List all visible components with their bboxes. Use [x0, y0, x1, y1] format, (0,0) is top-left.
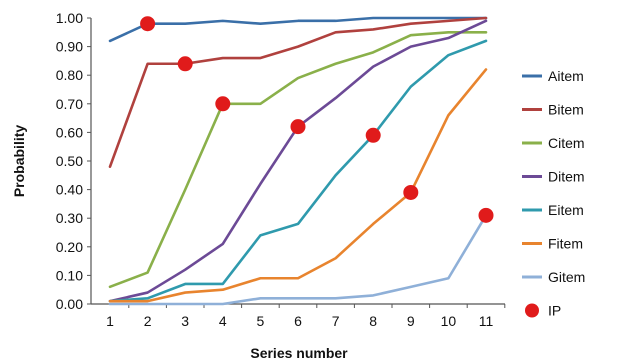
- legend: Aitem Bitem Citem Ditem Eitem Fitem Gitem IP: [522, 68, 585, 319]
- legend-label-ditem: Ditem: [548, 169, 585, 185]
- legend-label-eitem: Eitem: [548, 202, 584, 218]
- x-tick-label: 2: [144, 313, 152, 329]
- series-line-aitem: [108, 16, 488, 43]
- y-tick-label: 0.80: [56, 67, 83, 83]
- x-tick-label: 7: [332, 313, 340, 329]
- series-line-citem: [108, 30, 488, 289]
- legend-label-ip: IP: [548, 303, 561, 319]
- ip-point: [403, 184, 419, 200]
- x-tick-label: 9: [407, 313, 415, 329]
- x-tick-label: 4: [219, 313, 227, 329]
- legend-swatch-ip: [525, 303, 539, 318]
- x-tick-label: 5: [257, 313, 265, 329]
- ip-point: [478, 207, 494, 223]
- y-tick-label: 0.90: [56, 39, 83, 55]
- legend-label-fitem: Fitem: [548, 236, 583, 252]
- x-tick-label: 1: [106, 313, 114, 329]
- y-tick-label: 0.40: [56, 182, 83, 198]
- y-axis-title: Probability: [11, 125, 27, 198]
- legend-label-bitem: Bitem: [548, 102, 584, 118]
- legend-label-aitem: Aitem: [548, 68, 584, 84]
- legend-label-gitem: Gitem: [548, 269, 585, 285]
- y-tick-label: 0.50: [56, 153, 83, 169]
- legend-label-citem: Citem: [548, 135, 585, 151]
- plot-area: 0.00 0.10 0.20 0.30 0.40 0.50 0.60 0.70 0.80 0.90…: [56, 10, 506, 329]
- x-tick-label: 6: [294, 313, 302, 329]
- ip-point: [140, 16, 156, 32]
- ip-point: [177, 56, 193, 72]
- x-axis-title: Series number: [250, 345, 348, 361]
- y-tick-label: 0.30: [56, 210, 83, 226]
- y-tick-label: 0.20: [56, 239, 83, 255]
- ip-point: [290, 119, 306, 135]
- ip-point: [215, 96, 231, 112]
- x-tick-label: 11: [479, 313, 494, 329]
- series-line-eitem: [108, 39, 488, 303]
- x-tick-label: 3: [181, 313, 189, 329]
- x-tick-label: 8: [369, 313, 377, 329]
- series-line-bitem: [108, 16, 488, 169]
- y-tick-label: 1.00: [56, 10, 83, 26]
- x-tick-label: 10: [441, 313, 457, 329]
- y-tick-label: 0.10: [56, 267, 83, 283]
- series-line-fitem: [108, 68, 488, 303]
- series-line-gitem: [108, 214, 488, 306]
- y-tick-label: 0.00: [56, 296, 83, 312]
- y-tick-label: 0.70: [56, 96, 83, 112]
- y-tick-label: 0.60: [56, 124, 83, 140]
- ip-point: [365, 127, 381, 143]
